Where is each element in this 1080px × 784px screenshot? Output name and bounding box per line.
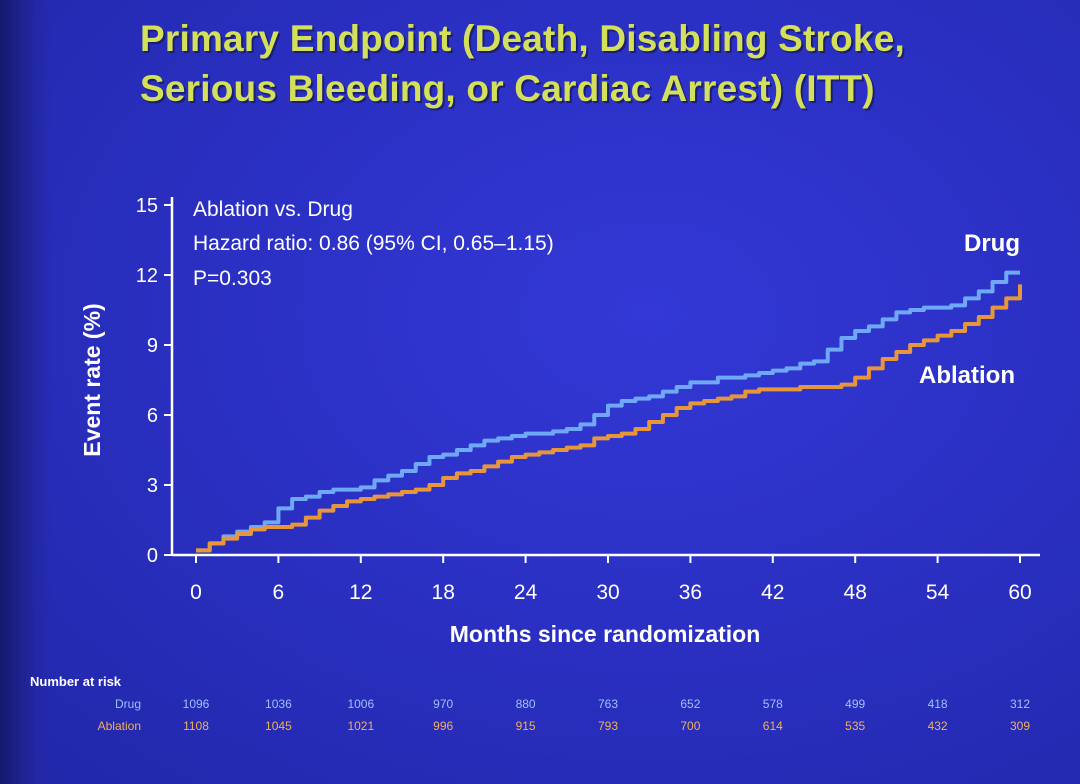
x-tick-label: 60 <box>1008 581 1031 604</box>
risk-value-ablation: 535 <box>845 719 865 733</box>
series-label-ablation: Ablation <box>919 362 1015 389</box>
y-tick-label: 3 <box>147 475 158 497</box>
y-tick-label: 6 <box>147 405 158 427</box>
risk-value-ablation: 996 <box>433 719 453 733</box>
risk-value-ablation: 793 <box>598 719 618 733</box>
y-tick-label: 9 <box>147 335 158 357</box>
x-tick-label: 42 <box>761 581 784 604</box>
risk-value-drug: 763 <box>598 697 618 711</box>
series-label-drug: Drug <box>964 230 1020 257</box>
series-line-ablation <box>196 284 1022 553</box>
risk-value-drug: 1006 <box>347 697 374 711</box>
x-tick-label: 24 <box>514 581 538 604</box>
risk-value-drug: 970 <box>433 697 453 711</box>
risk-row-label-drug: Drug <box>115 697 141 711</box>
risk-value-ablation: 432 <box>928 719 948 733</box>
risk-row-label-ablation: Ablation <box>98 719 141 733</box>
risk-value-drug: 652 <box>680 697 700 711</box>
series-line-drug <box>196 270 1020 553</box>
chart-axes <box>170 197 1040 557</box>
x-tick-label: 0 <box>190 581 202 604</box>
slide-title-line-2: Serious Bleeding, or Cardiac Arrest) (IT… <box>140 68 875 109</box>
risk-value-ablation: 614 <box>763 719 783 733</box>
x-axis-title: Months since randomization <box>450 621 761 647</box>
risk-value-drug: 578 <box>763 697 783 711</box>
y-tick-label: 15 <box>136 195 158 217</box>
risk-value-ablation: 915 <box>516 719 536 733</box>
risk-value-drug: 1036 <box>265 697 292 711</box>
risk-value-ablation: 1045 <box>265 719 292 733</box>
x-tick-label: 30 <box>596 581 619 604</box>
x-tick-label: 12 <box>349 581 372 604</box>
risk-value-ablation: 1108 <box>183 719 209 733</box>
annotation-hazard-ratio: Hazard ratio: 0.86 (95% CI, 0.65–1.15) <box>193 232 554 255</box>
risk-value-ablation: 309 <box>1010 719 1030 733</box>
x-tick-label: 36 <box>679 581 702 604</box>
number-at-risk-table: Number at risk Drug Ablation 1096 1036 100… <box>30 674 1030 733</box>
x-tick-label: 48 <box>844 581 867 604</box>
y-tick-label: 12 <box>136 265 158 287</box>
annotation-p-value: P=0.303 <box>193 267 272 290</box>
risk-value-drug: 312 <box>1010 697 1030 711</box>
risk-value-drug: 418 <box>928 697 948 711</box>
x-tick-label: 6 <box>273 581 285 604</box>
x-tick-label: 54 <box>926 581 950 604</box>
screen-edge-strip <box>0 0 52 784</box>
risk-value-ablation: 700 <box>680 719 700 733</box>
number-at-risk-title: Number at risk <box>30 674 122 689</box>
risk-value-drug: 880 <box>516 697 536 711</box>
slide-title-line-1: Primary Endpoint (Death, Disabling Strok… <box>140 18 905 59</box>
annotation-comparison: Ablation vs. Drug <box>193 198 353 221</box>
x-tick-label: 18 <box>432 581 455 604</box>
risk-value-ablation: 1021 <box>347 719 374 733</box>
y-tick-label: 0 <box>147 545 158 567</box>
y-axis-title: Event rate (%) <box>79 303 105 456</box>
risk-value-drug: 499 <box>845 697 865 711</box>
risk-value-drug: 1096 <box>183 697 210 711</box>
series-layer <box>196 270 1022 553</box>
